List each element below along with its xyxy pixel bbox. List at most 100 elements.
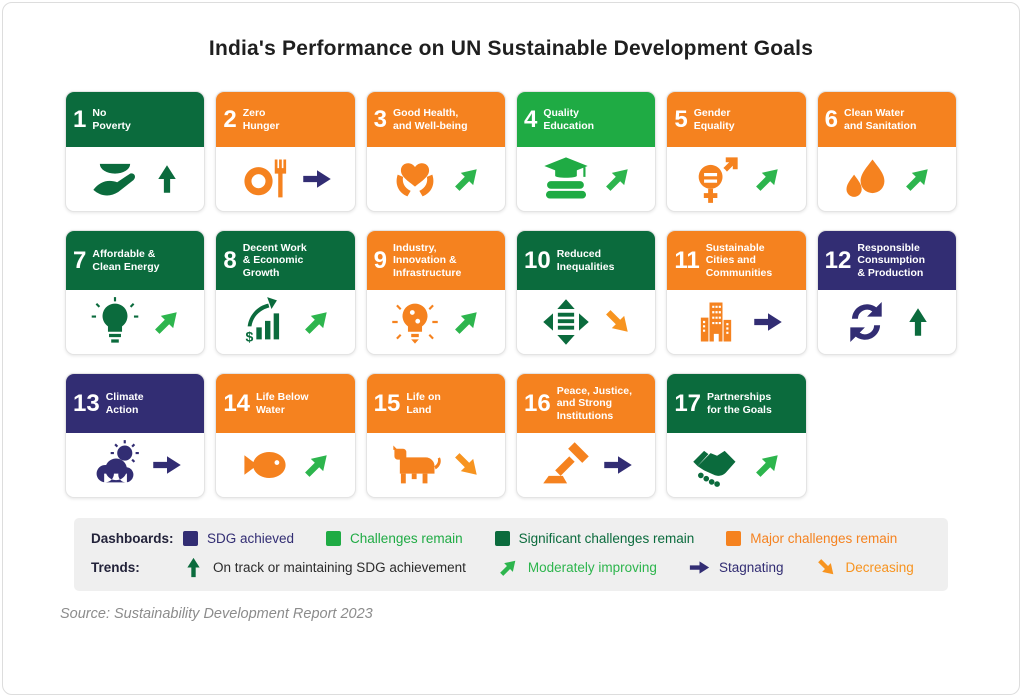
sdg-card-body [667,290,805,354]
sdg-row-2: 7 Affordable & Clean Energy 8 Decent Work &… [65,230,957,355]
sdg-goal-number: 13 [73,389,100,417]
sdg-goal-title: Decent Work & Economic Growth [242,241,307,279]
handshake-icon [693,450,736,487]
dashboards-legend-items: SDG achieved Challenges remain Significant… [183,531,897,546]
dashboard-legend-item: Major challenges remain [726,531,897,546]
water-drops-icon [846,159,885,197]
sdg-goal-title: Reduced Inequalities [556,248,615,273]
sdg-goal-number: 11 [674,246,700,274]
sdg-card-body [818,290,956,354]
sdg-goal-number: 4 [523,105,538,133]
sdg-card-header: 15 Life on Land [366,374,505,433]
dashboards-legend-row: Dashboards: SDG achieved Challenges remai… [91,531,931,546]
sdg-card-header: 7 Affordable & Clean Energy [66,231,205,290]
trend-moderately-improving-arrow-icon [605,169,628,191]
sdg-card-4: 4 Quality Education [515,91,657,212]
gender-equality-icon [698,157,738,203]
sdg-card-body [367,433,505,497]
sdg-card-header: 14 Life Below Water [216,374,355,433]
trend-label: On track or maintaining SDG achievement [213,560,466,575]
trend-moderately-improving-arrow-icon [756,169,778,191]
growth-chart-icon: $ [245,297,280,345]
trends-legend-label: Trends: [91,560,140,575]
sdg-goal-title: Peace, Justice, and Strong Institutions [556,384,632,422]
sdg-goal-title: Life Below Water [256,391,309,416]
trend-on-track-arrow-icon [157,165,176,193]
sdg-goal-title: Partnerships for the Goals [707,391,772,416]
trend-moderately-improving-arrow-icon [305,312,327,334]
sdg-goal-number: 2 [223,105,237,133]
sdg-goal-title: Affordable & Clean Energy [92,248,160,273]
trend-stagnating-arrow-icon [754,313,782,331]
sdg-goal-number: 10 [523,246,551,274]
sdg-card-body [66,290,204,354]
trend-legend-item: On track or maintaining SDG achievement [183,557,466,578]
sdg-goal-title: Climate Action [105,391,144,416]
sdg-row-3: 13 Climate Action 14 Life Below Water 15 Life… [65,373,957,498]
sdg-card-body [818,147,956,211]
sdg-card-11: 11 Sustainable Cities and Communities [666,230,807,355]
source-note: Source: Sustainability Development Repor… [60,606,373,622]
trend-moderately-improving-arrow-icon [500,560,516,576]
sdg-goal-title: Responsible Consumption & Production [857,241,926,279]
equality-icon [542,299,589,345]
sdg-card-8: 8 Decent Work & Economic Growth $ [215,230,356,355]
sdg-card-5: 5 Gender Equality [666,91,807,212]
sdg-card-body [667,433,805,497]
sdg-goal-title: Life on Land [406,391,441,416]
sdg-card-header: 11 Sustainable Cities and Communities [667,231,806,290]
recycle-arrows-icon [850,301,883,343]
sdg-card-header: 2 Zero Hunger [216,92,355,147]
sdg-goal-title: Gender Equality [693,107,735,132]
dashboard-status-swatch [494,531,510,546]
sdg-card-body [517,433,655,497]
sdg-card-12: 12 Responsible Consumption & Production [816,230,957,355]
sdg-goal-title: Quality Education [543,107,595,132]
graduation-books-icon [543,157,588,199]
dashboard-status-swatch [726,531,742,546]
sdg-goal-number: 17 [674,389,702,417]
trend-legend-item: Decreasing [816,557,914,578]
trend-legend-item: Moderately improving [498,557,657,578]
sdg-goal-number: 8 [223,246,237,274]
sdg-card-3: 3 Good Health, and Well-being [365,91,506,212]
dashboard-legend-item: Significant challenges remain [494,531,695,546]
trend-moderately-improving-arrow-icon [455,169,478,191]
sdg-goal-number: 14 [223,389,251,417]
dashboard-status-label: Challenges remain [350,531,463,546]
sdg-card-body [66,147,204,211]
light-bulb-icon [91,297,138,343]
sdg-card-header: 1 No Poverty [66,92,205,147]
dashboard-status-label: Major challenges remain [750,531,898,546]
sdg-row-1: 1 No Poverty 2 Zero Hunger 3 Good Health, and… [65,91,957,212]
sdg-goal-number: 12 [824,246,852,274]
sdg-card-header: 8 Decent Work & Economic Growth [216,231,355,290]
svg-text:$: $ [245,329,253,345]
sdg-goal-title: Good Health, and Well-being [393,107,468,132]
sdg-card-1: 1 No Poverty [65,91,206,212]
city-buildings-icon [700,302,732,342]
sdg-goal-number: 7 [73,246,87,274]
trend-stagnating-arrow-icon [303,170,331,188]
trend-moderately-improving-arrow-icon [154,312,177,334]
sdg-card-header: 3 Good Health, and Well-being [366,92,505,147]
cow-icon [393,445,442,484]
sdg-card-2: 2 Zero Hunger [215,91,356,212]
trends-legend-row: Trends: On track or maintaining SDG achi… [91,557,931,578]
sdg-card-header: 13 Climate Action [66,374,205,433]
trend-decreasing-arrow-icon [455,453,478,475]
dashboard-status-label: Significant challenges remain [518,531,695,546]
trend-on-track-arrow-icon [909,308,928,336]
bowl-in-hand-icon [92,163,135,196]
sdg-card-9: 9 Industry, Innovation & Infrastructure [365,230,506,355]
trend-stagnating-arrow-icon [152,456,181,474]
sdg-card-7: 7 Affordable & Clean Energy [65,230,206,355]
sdg-card-header: 4 Quality Education [516,92,656,147]
trends-legend-items: On track or maintaining SDG achievement M… [183,557,914,578]
trend-moderately-improving-arrow-icon [455,312,478,334]
cloud-sun-icon [96,440,139,483]
sdg-card-body [517,147,655,211]
sdg-goal-title: No Poverty [92,107,131,132]
trend-on-track-arrow-icon [187,557,200,578]
